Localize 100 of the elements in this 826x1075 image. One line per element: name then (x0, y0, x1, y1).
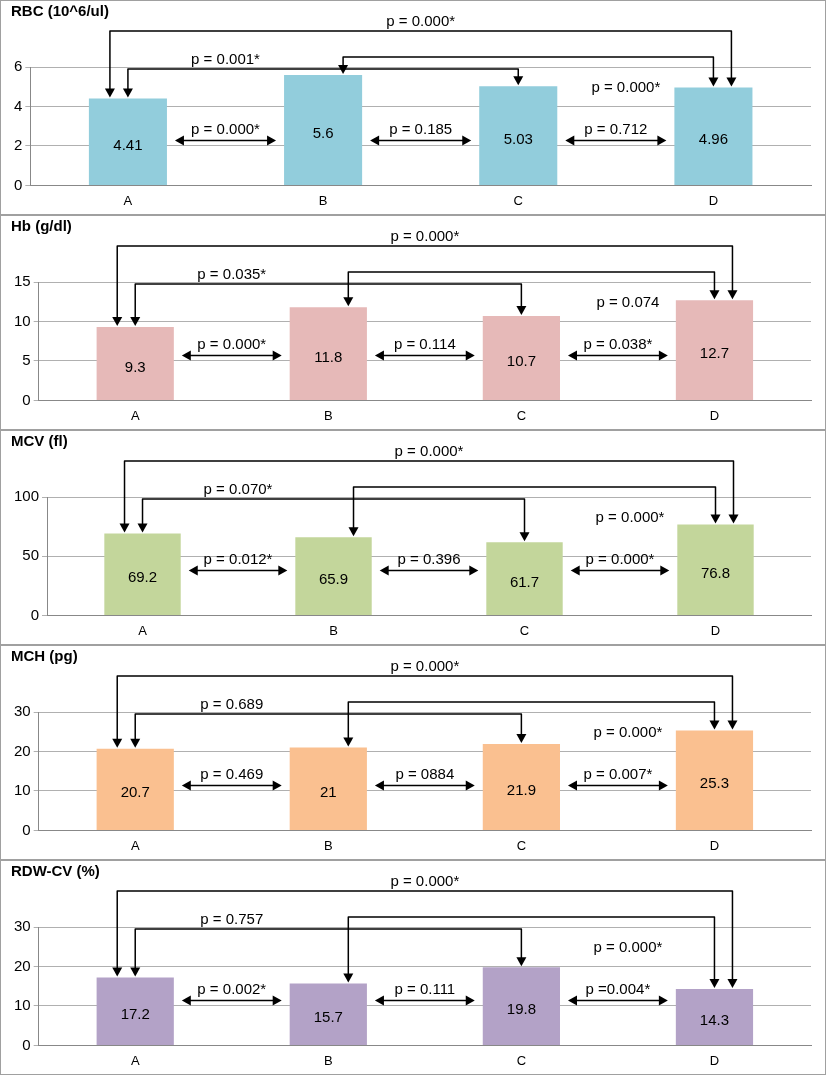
bar (482, 315, 560, 400)
data-label: 69.2 (127, 568, 158, 586)
y-tick-label: 10 (14, 996, 31, 1014)
annotation: p = 0.007* (583, 765, 653, 783)
y-tick-label: 6 (14, 57, 23, 75)
bar (482, 743, 560, 830)
x-tick-label: B (318, 192, 328, 208)
x-tick-label: B (323, 407, 333, 423)
x-tick-label: C (516, 837, 527, 853)
x-tick-label: C (516, 407, 527, 423)
annotation: p = 0.000* (191, 120, 261, 138)
text: p = 0.000* (386, 11, 456, 29)
text: p = 0.757 (200, 909, 264, 927)
bar (96, 748, 174, 830)
data-label: 21.9 (506, 781, 536, 799)
text: p = 0.000* (390, 871, 460, 889)
x-tick-label: B (329, 622, 338, 638)
text: p = 0.000* (390, 226, 460, 244)
text: p = 0.035* (197, 264, 267, 282)
data-label: 9.3 (124, 357, 146, 375)
data-label: 17.2 (120, 1005, 150, 1023)
y-tick-label: 2 (14, 136, 23, 154)
y-tick-label: 100 (14, 487, 40, 505)
chart-title: RBC (10^6/ul) (11, 2, 109, 20)
data-label: 11.8 (314, 347, 343, 365)
annotation: p = 0.114 (393, 335, 456, 353)
annotation: p = 0.000* (595, 507, 665, 525)
data-label: 21 (319, 782, 337, 800)
y-tick-label: 50 (22, 546, 40, 564)
annotation: p =0.004* (585, 980, 651, 998)
data-label: 20.7 (120, 783, 150, 801)
annotation: p = 0.185 (389, 120, 453, 138)
y-tick-label: 10 (14, 311, 31, 329)
bar (96, 326, 174, 400)
bar (289, 983, 367, 1045)
chart-title: RDW-CV (%) (11, 862, 100, 880)
bar (96, 977, 174, 1045)
y-tick-label: 0 (22, 390, 31, 408)
x-tick-label: C (516, 1052, 527, 1068)
chart-title: MCV (fl) (11, 432, 68, 450)
x-tick-label: A (123, 192, 133, 208)
x-tick-label: A (138, 622, 148, 638)
chart-title: MCH (pg) (11, 647, 78, 665)
annotation: p = 0.396 (397, 550, 461, 568)
x-tick-label: B (323, 837, 333, 853)
annotation: p = 0.469 (200, 765, 264, 783)
bar (677, 524, 754, 615)
data-label: 61.7 (509, 572, 540, 590)
data-label: 25.3 (699, 774, 730, 792)
y-tick-label: 4 (14, 96, 23, 114)
x-tick-label: D (709, 1052, 720, 1068)
annotation: p = 0.000* (591, 77, 661, 95)
data-label: 76.8 (700, 563, 731, 581)
chart-title: Hb (g/dl) (11, 217, 72, 235)
x-tick-label: B (323, 1052, 333, 1068)
x-tick-label: A (130, 1052, 140, 1068)
data-label: 10.7 (506, 352, 536, 370)
annotation: p = 0.038* (583, 335, 653, 353)
text: p = 0.001* (191, 49, 261, 67)
x-tick-label: C (519, 622, 530, 638)
bar (675, 730, 754, 830)
bar (104, 533, 181, 615)
y-tick-label: 30 (14, 917, 31, 935)
annotation: p = 0.074 (596, 292, 660, 310)
x-tick-label: C (513, 192, 523, 208)
annotation: p = 0.000* (593, 937, 663, 955)
data-label: 15.7 (313, 1008, 343, 1026)
annotation: p = 0.002* (197, 980, 267, 998)
x-tick-label: D (709, 407, 720, 423)
text: p = 0.689 (200, 694, 264, 712)
bar (482, 967, 560, 1045)
data-label: 5.6 (312, 124, 334, 142)
bar (675, 988, 754, 1045)
annotation: p = 0.000* (593, 722, 663, 740)
x-tick-label: D (708, 192, 719, 208)
text: p = 0.000* (390, 656, 460, 674)
annotation: p = 0.712 (584, 120, 648, 138)
bar (675, 300, 754, 400)
y-tick-label: 20 (14, 956, 31, 974)
x-tick-label: D (709, 837, 720, 853)
annotation: p = 0884 (395, 765, 455, 783)
bar (295, 537, 372, 615)
text: p = 0.000* (394, 441, 464, 459)
data-label: 19.8 (506, 1000, 536, 1018)
annotation: p = 0.111 (394, 980, 456, 998)
y-tick-label: 0 (14, 175, 23, 193)
annotation: p = 0.012* (203, 550, 273, 568)
data-label: 12.7 (699, 344, 730, 362)
x-tick-label: D (710, 622, 721, 638)
data-label: 4.96 (698, 130, 729, 148)
y-tick-label: 5 (22, 351, 31, 369)
annotation: p = 0.000* (197, 335, 267, 353)
text: p = 0.070* (203, 479, 273, 497)
y-tick-label: 0 (30, 605, 40, 623)
y-tick-label: 30 (14, 702, 31, 720)
data-label: 65.9 (318, 570, 349, 588)
bar (289, 747, 367, 830)
annotation: p = 0.000* (585, 550, 655, 568)
x-tick-label: A (130, 407, 140, 423)
x-tick-label: A (130, 837, 140, 853)
